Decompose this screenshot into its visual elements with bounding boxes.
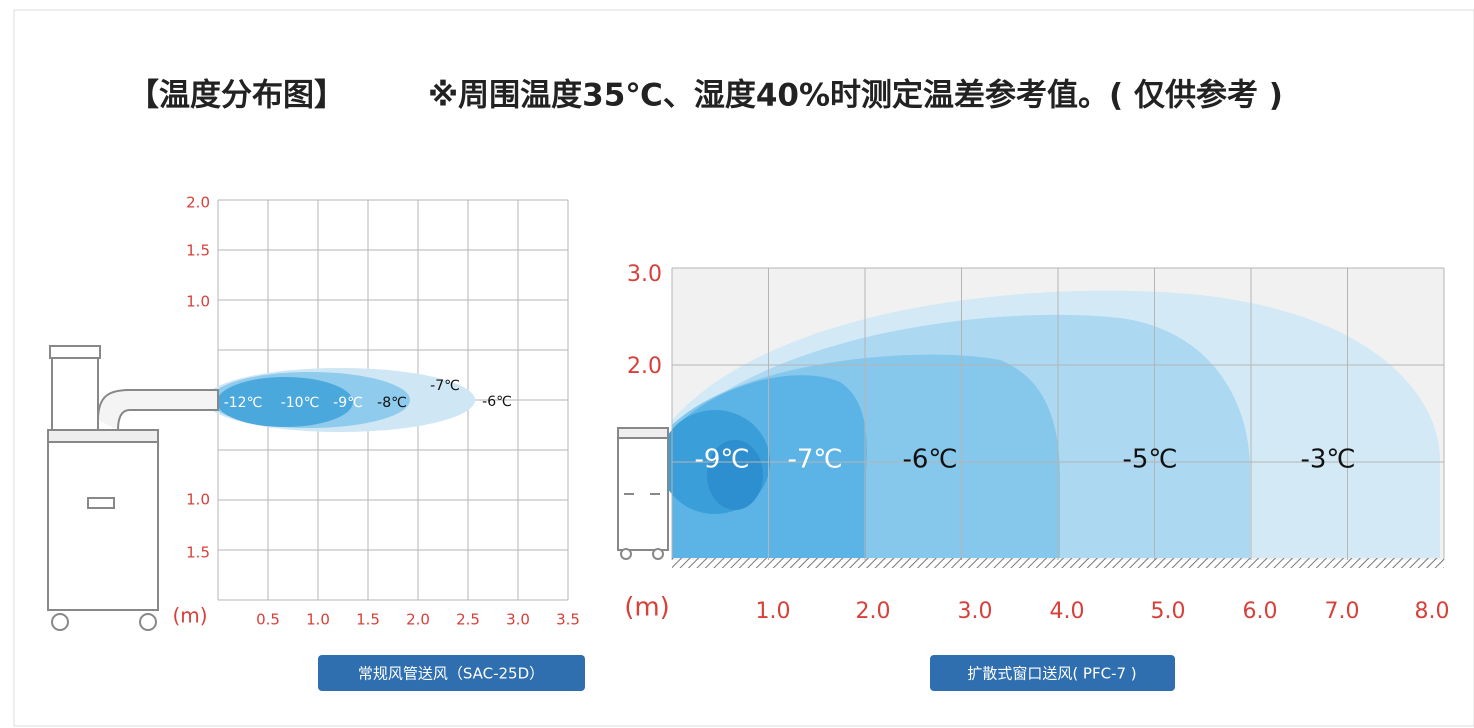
y-label: 1.5: [186, 242, 210, 260]
frame: [13, 9, 1474, 727]
temperature: -6℃: [482, 394, 512, 410]
caption: 常规风管送风（SAC-25D）: [358, 665, 544, 683]
temperature: -7℃: [430, 378, 460, 394]
temperature: -8℃: [377, 395, 407, 411]
x-label: 0.5: [256, 611, 280, 629]
y-label: 3.0: [627, 262, 662, 287]
x-label: 2.5: [456, 611, 480, 629]
caption: 扩散式窗口送风( PFC-7 ): [967, 665, 1136, 683]
temperature: -5℃: [1122, 445, 1177, 475]
temperature: -3℃: [1300, 445, 1355, 475]
floor: [672, 558, 1444, 568]
x-label: 8.0: [1415, 599, 1450, 624]
temperature: -10℃: [281, 395, 320, 411]
caption-box: [318, 655, 585, 691]
x-label: 1.5: [356, 611, 380, 629]
temperature: -12℃: [224, 395, 263, 411]
y-label: 1.0: [186, 491, 210, 509]
right-unit: [617, 427, 669, 560]
x-label: 1.0: [306, 611, 330, 629]
left-airflow: [205, 368, 475, 432]
x-label: 3.0: [958, 599, 993, 624]
x-label: 6.0: [1243, 599, 1278, 624]
right-grid: [671, 267, 1445, 560]
temperature: -7℃: [787, 445, 842, 475]
unit-label: (m): [172, 604, 207, 628]
caption-box: [930, 655, 1175, 691]
y-label: 1.5: [186, 544, 210, 562]
x-label: 1.0: [756, 599, 791, 624]
x-label: 2.0: [856, 599, 891, 624]
temperature: -9℃: [333, 395, 363, 411]
temperature: -9℃: [694, 445, 749, 475]
x-label: 4.0: [1050, 599, 1085, 624]
note: ※周围温度35℃、湿度40%时测定温差参考值。( 仅供参考 ): [428, 78, 1283, 114]
x-label: 5.0: [1151, 599, 1186, 624]
y-label: 1.0: [186, 293, 210, 311]
title: 【温度分布图】: [128, 78, 345, 114]
x-label: 3.0: [506, 611, 530, 629]
y-label: 2.0: [186, 194, 210, 212]
y-label: 2.0: [627, 354, 662, 379]
unit-label: (m): [624, 593, 670, 623]
temperature: -6℃: [902, 445, 957, 475]
left-unit: [47, 345, 219, 631]
x-label: 7.0: [1325, 599, 1360, 624]
x-label: 2.0: [406, 611, 430, 629]
x-label: 3.5: [556, 611, 580, 629]
